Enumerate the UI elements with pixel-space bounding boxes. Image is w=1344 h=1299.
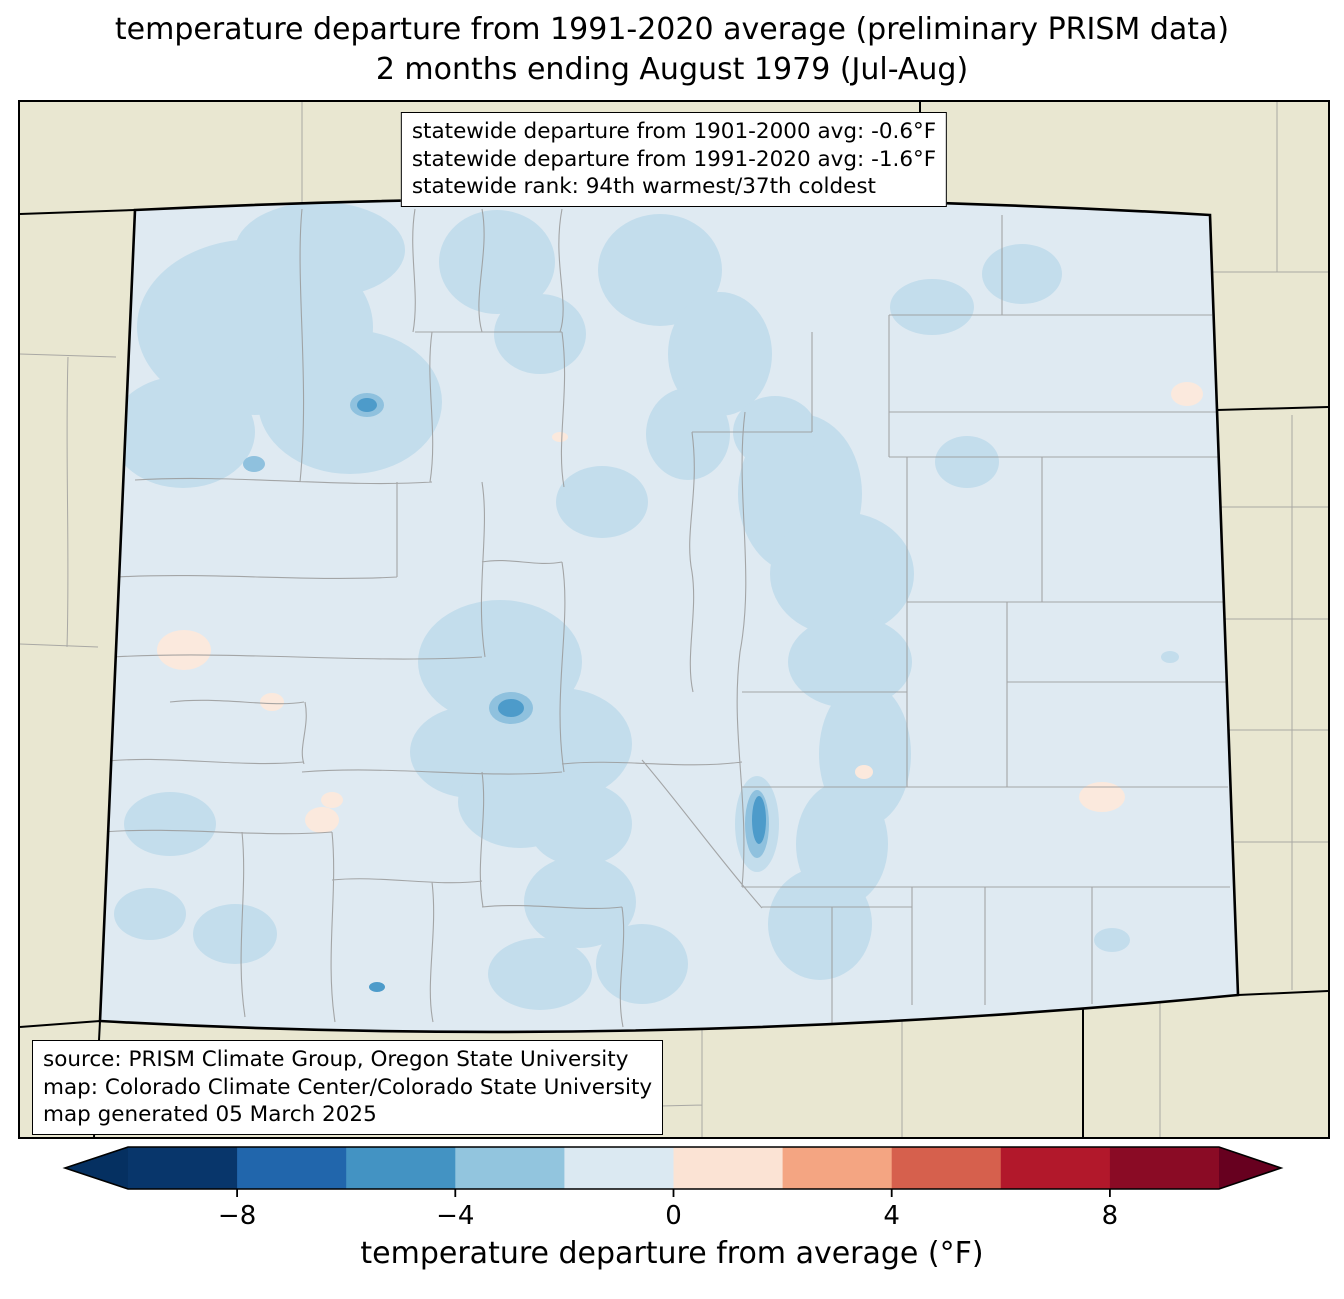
colorbar-over-arrow	[1219, 1147, 1281, 1189]
stats-box: statewide departure from 1901-2000 avg: …	[400, 112, 948, 207]
anomaly-patches-cool-dark	[357, 398, 766, 992]
colorbar-segment	[455, 1147, 565, 1189]
colorbar-segment	[564, 1147, 675, 1189]
colorbar-tick-label: 0	[665, 1201, 682, 1231]
figure-title-line1: temperature departure from 1991-2020 ave…	[114, 12, 1230, 47]
anomaly-patches-warm	[157, 382, 1203, 833]
colorbar-segment	[237, 1147, 347, 1189]
colorbar-segment	[782, 1147, 893, 1189]
colorbar-outline	[62, 1146, 1284, 1190]
colorado-data-layer	[100, 202, 1230, 1028]
source-line-2: map: Colorado Climate Center/Colorado St…	[43, 1074, 653, 1100]
colorbar-tick-label: 4	[883, 1201, 900, 1231]
colorbar-tick-label: 8	[1102, 1201, 1119, 1231]
colorbar-segment	[891, 1147, 1002, 1189]
colorbar-segment	[1000, 1147, 1111, 1189]
colorbar-segment	[346, 1147, 456, 1189]
source-line-1: source: PRISM Climate Group, Oregon Stat…	[43, 1047, 629, 1072]
county-lines	[100, 208, 1230, 1028]
colorbar-label: temperature departure from average (°F)	[360, 1236, 984, 1271]
stats-line-1: statewide departure from 1901-2000 avg: …	[411, 119, 937, 144]
colorbar: −8 −4 0 4 8	[62, 1146, 1284, 1231]
colorbar-segment	[1109, 1147, 1220, 1189]
colorbar-tick-label: −8	[218, 1201, 256, 1231]
colorbar-segment	[128, 1147, 238, 1189]
source-box: source: PRISM Climate Group, Oregon Stat…	[32, 1040, 664, 1135]
colorado-map	[20, 102, 1328, 1137]
map-frame: statewide departure from 1901-2000 avg: …	[18, 100, 1330, 1139]
stats-line-3: statewide rank: 94th warmest/37th coldes…	[411, 174, 876, 200]
stats-line-2: statewide departure from 1991-2020 avg: …	[411, 146, 937, 172]
colorbar-under-arrow	[65, 1147, 128, 1189]
colorbar-segment	[673, 1147, 784, 1189]
colorbar-tick-label: −4	[436, 1201, 474, 1231]
figure-title-line2: 2 months ending August 1979 (Jul-Aug)	[375, 52, 969, 87]
source-line-3: map generated 05 March 2025	[43, 1102, 377, 1128]
